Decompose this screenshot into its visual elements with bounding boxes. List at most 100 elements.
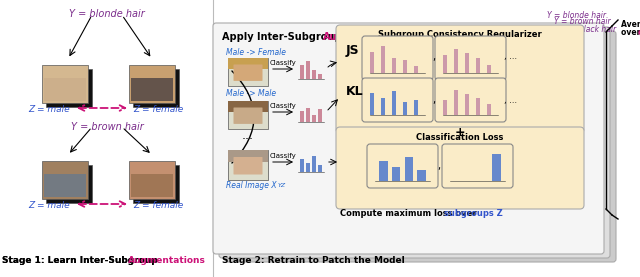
Bar: [318, 74, 322, 79]
Text: ,: ,: [432, 95, 435, 105]
FancyBboxPatch shape: [213, 23, 604, 254]
FancyBboxPatch shape: [234, 65, 262, 81]
Bar: [306, 163, 310, 172]
Bar: [492, 154, 501, 181]
Text: ...: ...: [242, 129, 254, 142]
FancyBboxPatch shape: [228, 150, 268, 162]
Text: +: +: [454, 80, 465, 93]
Text: JS: JS: [346, 44, 360, 57]
FancyBboxPatch shape: [336, 25, 584, 133]
Text: Z = female: Z = female: [133, 105, 183, 114]
Bar: [370, 93, 374, 115]
Text: Compute maximum loss over: Compute maximum loss over: [340, 209, 479, 218]
FancyBboxPatch shape: [228, 150, 268, 180]
Bar: [404, 157, 413, 181]
FancyBboxPatch shape: [46, 69, 92, 107]
Text: Y = brown hair: Y = brown hair: [70, 122, 143, 132]
Bar: [414, 66, 418, 73]
Bar: [318, 165, 322, 172]
Text: Y = blonde hair: Y = blonde hair: [69, 9, 145, 19]
Bar: [487, 65, 491, 73]
Text: Classification Loss: Classification Loss: [416, 133, 504, 142]
FancyBboxPatch shape: [133, 165, 179, 203]
FancyBboxPatch shape: [435, 36, 506, 80]
Text: , ...: , ...: [504, 53, 517, 61]
Bar: [300, 159, 304, 172]
FancyBboxPatch shape: [46, 165, 92, 203]
Text: Classify: Classify: [269, 103, 296, 109]
Bar: [392, 167, 401, 181]
FancyBboxPatch shape: [44, 174, 86, 197]
FancyBboxPatch shape: [42, 65, 88, 103]
Text: Y = brown hair: Y = brown hair: [554, 17, 611, 27]
Text: Stage 2: Retrain to Patch the Model: Stage 2: Retrain to Patch the Model: [222, 256, 404, 265]
Bar: [487, 104, 491, 115]
FancyBboxPatch shape: [225, 31, 616, 262]
Bar: [465, 94, 469, 115]
FancyBboxPatch shape: [362, 78, 433, 122]
FancyBboxPatch shape: [442, 144, 513, 188]
FancyBboxPatch shape: [367, 144, 438, 188]
Text: Stage 1: Learn Inter-Subgroup Augmentations: Stage 1: Learn Inter-Subgroup Augmentati…: [2, 256, 239, 265]
Text: Male -> Male: Male -> Male: [226, 89, 276, 98]
FancyBboxPatch shape: [228, 101, 268, 112]
Bar: [312, 115, 316, 122]
FancyBboxPatch shape: [228, 58, 268, 86]
Bar: [443, 100, 447, 115]
Text: , ...: , ...: [504, 96, 517, 104]
Bar: [306, 107, 310, 122]
Bar: [300, 65, 304, 79]
Bar: [392, 91, 396, 115]
FancyBboxPatch shape: [234, 107, 262, 124]
Text: ,: ,: [437, 161, 440, 171]
Text: +: +: [454, 126, 465, 139]
FancyBboxPatch shape: [228, 101, 268, 129]
Bar: [318, 109, 322, 122]
Bar: [417, 170, 426, 181]
Text: over: over: [621, 28, 640, 37]
Bar: [454, 49, 458, 73]
FancyBboxPatch shape: [228, 58, 268, 69]
FancyBboxPatch shape: [362, 36, 433, 80]
FancyBboxPatch shape: [219, 27, 610, 258]
Bar: [300, 111, 304, 122]
Bar: [403, 60, 407, 73]
Text: Average loss: Average loss: [621, 20, 640, 29]
Text: KL: KL: [346, 85, 364, 98]
Text: Classify: Classify: [269, 60, 296, 66]
FancyBboxPatch shape: [133, 69, 179, 107]
FancyBboxPatch shape: [42, 161, 88, 199]
Bar: [476, 98, 480, 115]
FancyBboxPatch shape: [131, 78, 173, 101]
Bar: [443, 55, 447, 73]
Text: ,: ,: [432, 52, 435, 62]
Text: Male -> Female: Male -> Female: [226, 48, 286, 57]
Text: Z = male: Z = male: [28, 105, 70, 114]
Text: Augmentations: Augmentations: [323, 32, 407, 42]
FancyBboxPatch shape: [129, 161, 175, 199]
Bar: [403, 102, 407, 115]
Bar: [414, 100, 418, 115]
Text: Classify: Classify: [269, 153, 296, 159]
Bar: [312, 156, 316, 172]
Bar: [312, 70, 316, 79]
FancyBboxPatch shape: [435, 78, 506, 122]
Bar: [379, 161, 388, 181]
Text: YZ: YZ: [278, 183, 286, 188]
Text: Apply Inter-Subgroup: Apply Inter-Subgroup: [222, 32, 345, 42]
FancyBboxPatch shape: [129, 65, 175, 103]
Bar: [454, 90, 458, 115]
Text: Stage 1: Learn Inter-Subgroup: Stage 1: Learn Inter-Subgroup: [2, 256, 161, 265]
Text: Augmentations: Augmentations: [128, 256, 206, 265]
Text: Real Image X: Real Image X: [226, 181, 276, 190]
Text: Z = female: Z = female: [133, 201, 183, 210]
Bar: [306, 61, 310, 79]
Text: Subgroup Consistency Regularizer: Subgroup Consistency Regularizer: [378, 30, 542, 39]
FancyBboxPatch shape: [44, 78, 86, 101]
FancyBboxPatch shape: [131, 174, 173, 197]
FancyBboxPatch shape: [228, 150, 268, 180]
Text: subgroups Z: subgroups Z: [444, 209, 503, 218]
Text: Z = male: Z = male: [28, 201, 70, 210]
Bar: [381, 98, 385, 115]
Bar: [476, 58, 480, 73]
